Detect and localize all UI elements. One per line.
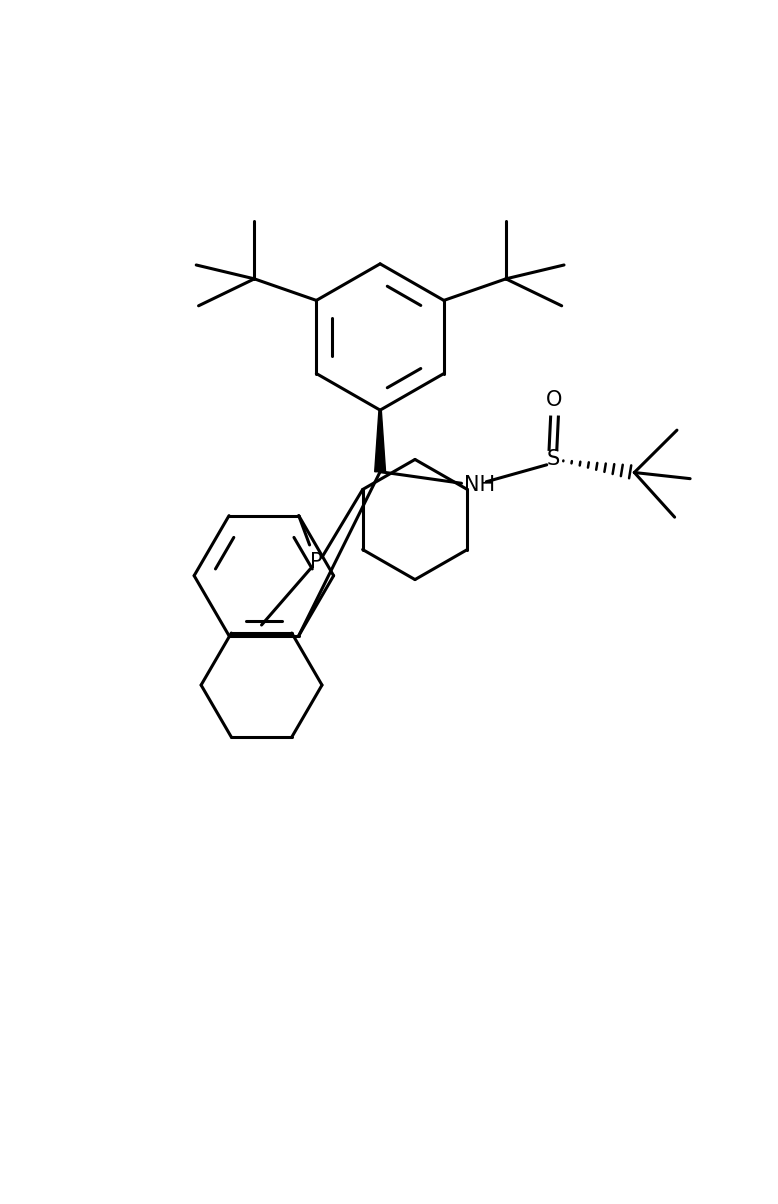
- Text: S: S: [546, 449, 559, 468]
- Polygon shape: [375, 411, 386, 472]
- Text: P: P: [310, 551, 322, 572]
- Text: O: O: [546, 390, 562, 411]
- Text: NH: NH: [464, 474, 495, 495]
